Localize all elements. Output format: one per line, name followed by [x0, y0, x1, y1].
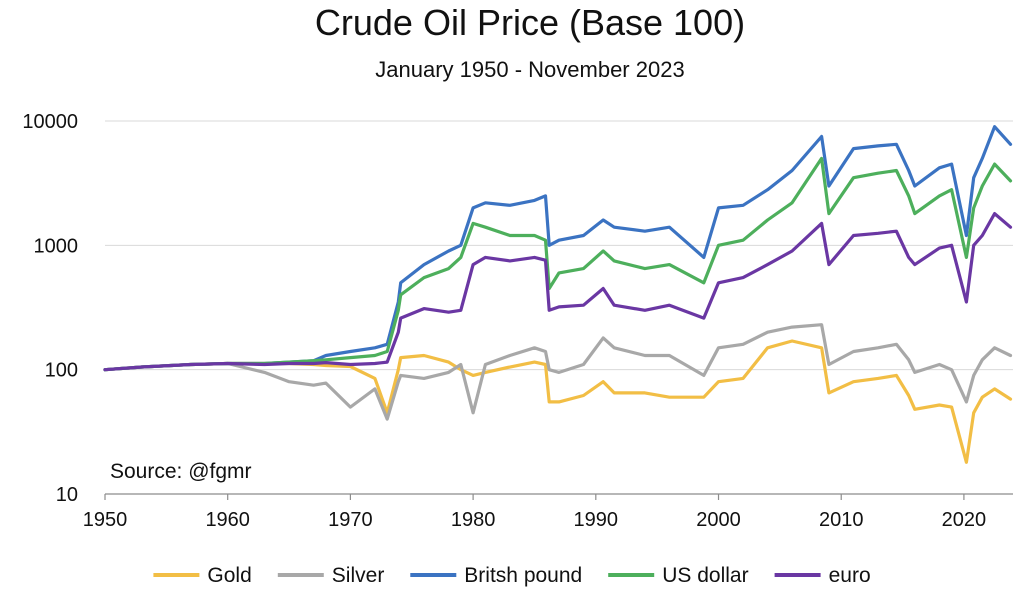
- series-line-gold: [103, 339, 1013, 464]
- legend-item-gold: Gold: [153, 564, 252, 587]
- legend-item-britsh-pound: Britsh pound: [410, 564, 582, 587]
- legend-label: Silver: [332, 564, 385, 587]
- x-tick-label: 1990: [574, 509, 619, 531]
- y-tick-label: 10000: [22, 111, 78, 133]
- y-tick-label: 100: [45, 360, 78, 382]
- x-tick-label: 2010: [819, 509, 864, 531]
- legend-label: US dollar: [662, 564, 748, 587]
- y-tick-label: 1000: [34, 235, 79, 257]
- x-tick-label: 1960: [205, 509, 250, 531]
- series-line-britsh-pound: [103, 125, 1013, 372]
- legend: Gold Silver Britsh pound US dollar euro: [153, 564, 871, 587]
- legend-item-silver: Silver: [277, 564, 385, 587]
- x-tick-labels: 1950 1960 1970 1980 1990 2000 2010 2020: [83, 509, 986, 531]
- series-line-euro: [103, 212, 1013, 372]
- legend-item-us-dollar: US dollar: [608, 564, 749, 587]
- series-line-us-dollar: [103, 156, 1013, 372]
- y-tick-labels: 10 100 1000 10000: [22, 111, 78, 506]
- axes: [104, 493, 1013, 500]
- legend-label: euro: [829, 564, 871, 587]
- legend-item-euro: euro: [774, 564, 871, 587]
- x-tick-label: 2020: [942, 509, 987, 531]
- legend-label: Gold: [207, 564, 251, 587]
- legend-label: Britsh pound: [464, 564, 582, 587]
- x-tick-label: 1980: [451, 509, 496, 531]
- series-line-silver: [103, 323, 1013, 421]
- chart-title: Crude Oil Price (Base 100): [315, 2, 745, 43]
- source-annotation: Source: @fgmr: [110, 460, 252, 483]
- x-tick-label: 2000: [696, 509, 741, 531]
- chart-subtitle: January 1950 - November 2023: [375, 57, 684, 82]
- x-tick-label: 1970: [328, 509, 373, 531]
- y-tick-label: 10: [56, 484, 78, 506]
- x-tick-label: 1950: [83, 509, 128, 531]
- gridlines: [105, 120, 1013, 371]
- series-lines: [103, 125, 1013, 464]
